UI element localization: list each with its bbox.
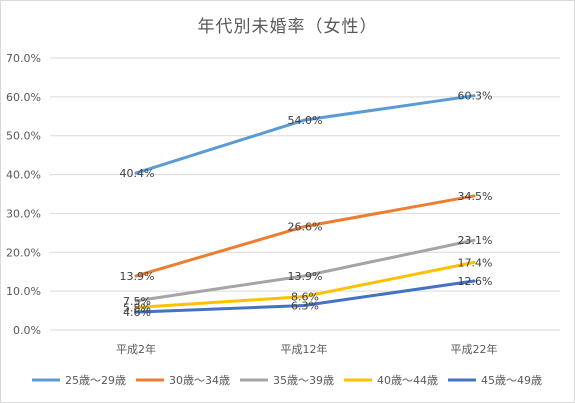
gridlines bbox=[50, 57, 560, 331]
x-tick-label: 平成2年 bbox=[116, 342, 156, 356]
data-label: 23.1% bbox=[458, 234, 493, 247]
series-line bbox=[134, 260, 476, 309]
legend-label: 40歳～44歳 bbox=[377, 374, 438, 387]
legend-label: 45歳～49歳 bbox=[481, 374, 542, 387]
data-label: 26.6% bbox=[288, 221, 323, 234]
data-label: 6.3% bbox=[291, 300, 319, 313]
y-tick-label: 70.0% bbox=[6, 52, 41, 65]
data-label: 54.0% bbox=[288, 114, 323, 127]
series-line bbox=[134, 238, 476, 303]
series-line bbox=[134, 279, 476, 314]
data-label: 40.4% bbox=[120, 167, 155, 180]
data-label: 7.5% bbox=[123, 295, 151, 308]
data-label: 8.6% bbox=[291, 291, 319, 304]
series-lines bbox=[134, 94, 476, 314]
data-label: 12.6% bbox=[458, 275, 493, 288]
y-tick-label: 10.0% bbox=[6, 285, 41, 298]
y-tick-label: 20.0% bbox=[6, 246, 41, 259]
y-axis-ticks: 0.0% 10.0% 20.0% 30.0% 40.0% 50.0% 60.0% 70.0% bbox=[6, 52, 41, 337]
y-tick-label: 0.0% bbox=[13, 324, 41, 337]
data-label: 13.9% bbox=[120, 270, 155, 283]
data-label: 4.6% bbox=[123, 306, 151, 319]
series-line bbox=[134, 194, 476, 278]
chart-title: 年代別未婚率（女性） bbox=[197, 17, 378, 37]
data-label: 13.9% bbox=[288, 270, 323, 283]
series-line bbox=[134, 94, 476, 175]
y-tick-label: 30.0% bbox=[6, 207, 41, 220]
data-label: 34.5% bbox=[458, 190, 493, 203]
legend-label: 25歳～29歳 bbox=[65, 374, 126, 387]
data-label: 5.8% bbox=[123, 301, 151, 314]
legend: 25歳～29歳 30歳～34歳 35歳～39歳 40歳～44歳 45歳～49歳 bbox=[32, 374, 542, 387]
y-tick-label: 40.0% bbox=[6, 169, 41, 182]
data-label: 60.3% bbox=[458, 90, 493, 103]
x-tick-label: 平成22年 bbox=[451, 342, 498, 356]
data-labels: 40.4% 54.0% 60.3% 13.9% 26.6% 34.5% 7.5% 13.9% 2… bbox=[120, 90, 493, 319]
y-tick-label: 50.0% bbox=[6, 130, 41, 143]
data-label: 17.4% bbox=[458, 256, 493, 269]
legend-label: 30歳～34歳 bbox=[169, 374, 230, 387]
x-tick-label: 平成12年 bbox=[281, 342, 328, 356]
x-axis-ticks: 平成2年 平成12年 平成22年 bbox=[116, 342, 498, 356]
legend-label: 35歳～39歳 bbox=[273, 374, 334, 387]
y-tick-label: 60.0% bbox=[6, 91, 41, 104]
